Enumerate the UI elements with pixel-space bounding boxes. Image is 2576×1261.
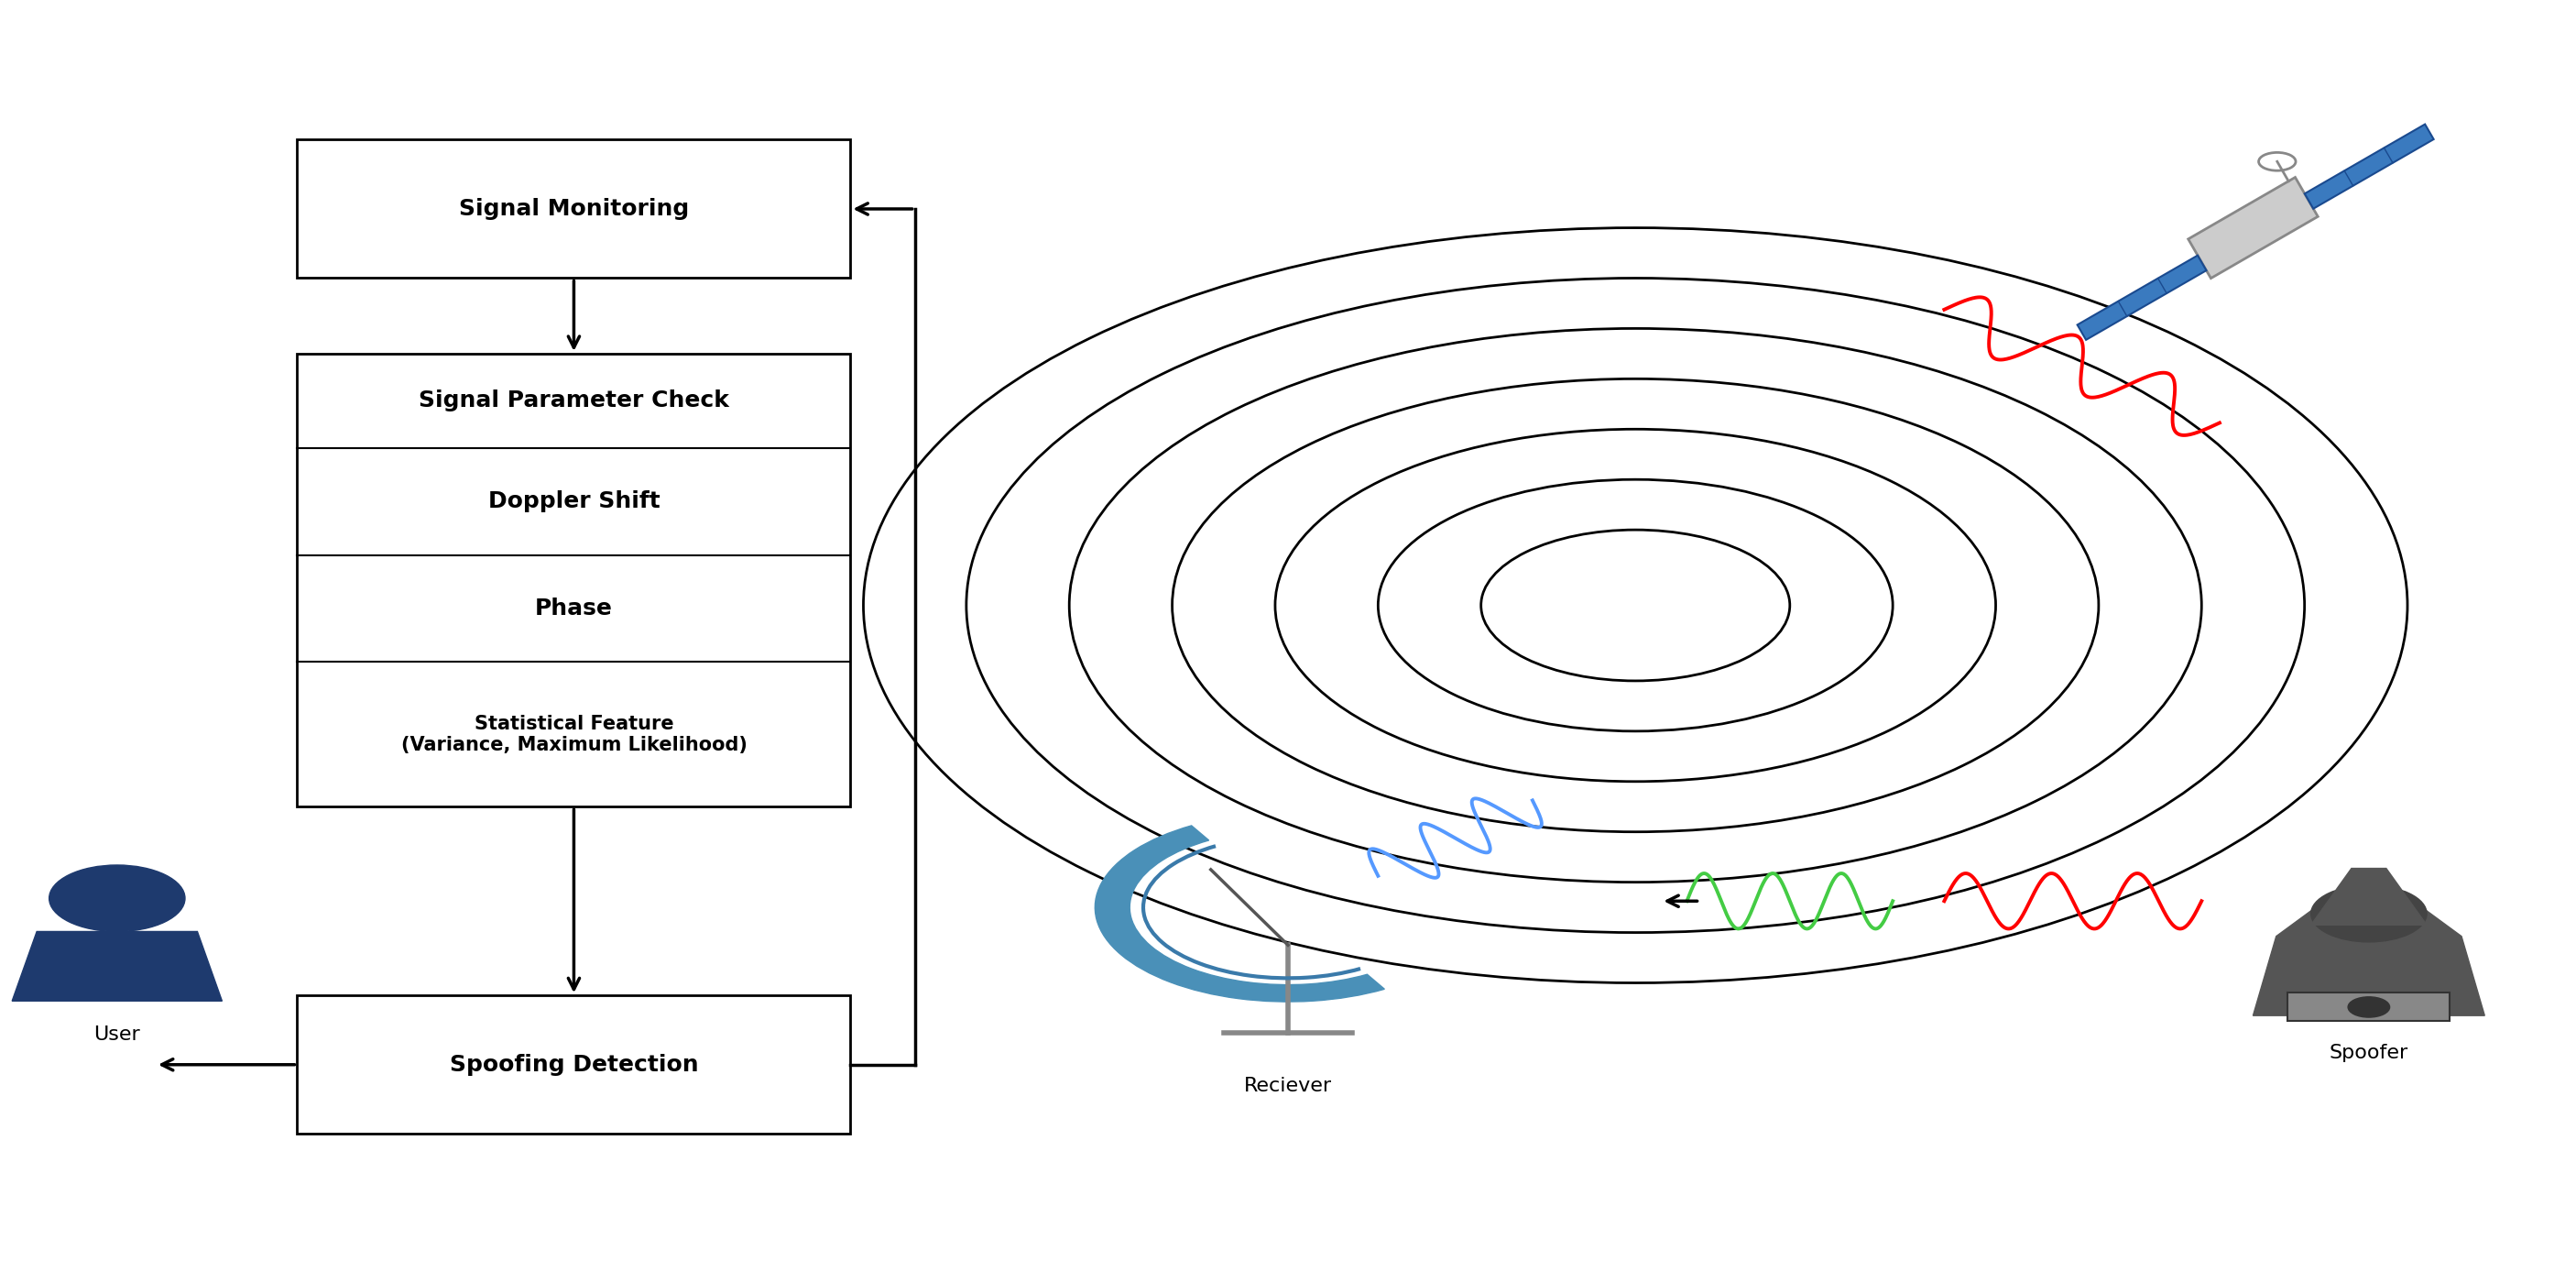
Wedge shape [1095, 826, 1383, 1001]
Polygon shape [2254, 903, 2486, 1015]
Polygon shape [2311, 869, 2427, 926]
Polygon shape [13, 932, 222, 1001]
Text: Spoofer: Spoofer [2329, 1044, 2409, 1062]
Text: Doppler Shift: Doppler Shift [487, 491, 659, 512]
Circle shape [49, 865, 185, 932]
Text: Phase: Phase [536, 598, 613, 619]
Polygon shape [2076, 256, 2208, 340]
Bar [296, 353, 850, 807]
Text: Spoofing Detection: Spoofing Detection [448, 1054, 698, 1076]
Bar [2287, 992, 2450, 1021]
Text: Statistical Feature
(Variance, Maximum Likelihood): Statistical Feature (Variance, Maximum L… [402, 715, 747, 754]
Bar [296, 995, 850, 1134]
Circle shape [2347, 997, 2391, 1018]
Text: Signal Monitoring: Signal Monitoring [459, 198, 688, 219]
Polygon shape [2306, 125, 2434, 209]
Circle shape [2311, 885, 2427, 942]
Polygon shape [2187, 178, 2318, 279]
Text: Reciever: Reciever [1244, 1077, 1332, 1096]
Text: User: User [93, 1025, 139, 1044]
Text: Signal Parameter Check: Signal Parameter Check [420, 390, 729, 412]
Bar [296, 140, 850, 279]
